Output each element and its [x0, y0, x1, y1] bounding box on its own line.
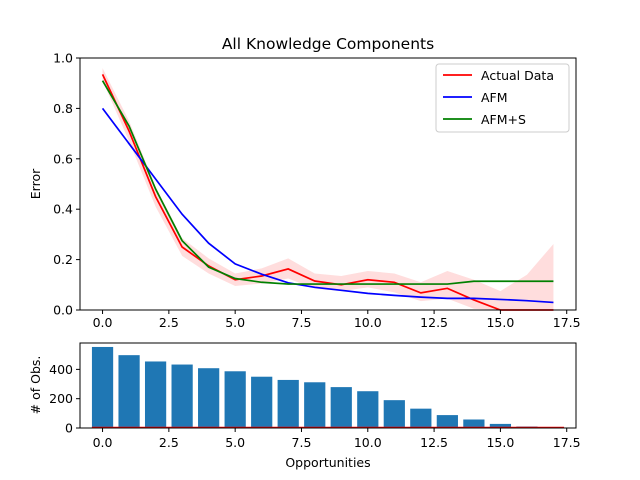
- y-axis-ticks: 0.0 0.2 0.4 0.6 0.8 1.0: [53, 51, 80, 318]
- y-tick-label: 0: [65, 421, 73, 436]
- x-tick-label: 17.5: [553, 435, 581, 450]
- chart-title: All Knowledge Components: [222, 35, 434, 53]
- bar-opportunity-0: [91, 346, 114, 428]
- bar-opportunity-9: [330, 387, 352, 428]
- x-tick-label: 12.5: [420, 435, 448, 450]
- bar-opportunity-5: [224, 371, 246, 428]
- series-line-afm-s: [101, 80, 554, 285]
- legend-label-actual-data: Actual Data: [481, 68, 554, 83]
- y-tick-label: 0.0: [53, 303, 73, 318]
- bar-opportunity-11: [383, 400, 405, 428]
- y-tick-label: 1.0: [53, 51, 73, 66]
- bar-opportunity-10: [357, 391, 379, 428]
- x-tick-label: 17.5: [553, 315, 581, 330]
- bar-opportunity-15: [489, 423, 512, 428]
- bar-opportunity-7: [277, 379, 299, 428]
- x-tick-label: 10.0: [354, 315, 382, 330]
- x-tick-label: 7.5: [292, 435, 312, 450]
- y-tick-label: 0.6: [53, 151, 73, 166]
- bottom-x-axis-ticks: 0.0 2.5 5.0 7.5 10.0 12.5 15.0 17.5: [93, 428, 581, 450]
- bar-opportunity-12: [410, 408, 432, 428]
- bar-opportunity-14: [463, 419, 485, 428]
- legend: Actual Data AFM AFM+S: [435, 63, 570, 133]
- series-line-actual-data: [101, 74, 554, 311]
- y-tick-label: 0.4: [53, 202, 73, 217]
- error-curve-panel: All Knowledge Components Error 0.0 2.5 5.0…: [28, 35, 581, 330]
- x-tick-label: 10.0: [354, 435, 382, 450]
- y-axis-label: Error: [28, 168, 43, 199]
- bottom-y-axis-ticks: 0 200 400: [49, 362, 80, 436]
- x-tick-label: 2.5: [159, 315, 179, 330]
- x-tick-label: 5.0: [225, 315, 245, 330]
- plot-frame: [79, 57, 577, 311]
- bar-opportunity-13: [436, 415, 458, 428]
- x-axis-label: Opportunities: [285, 455, 370, 470]
- y-tick-label: 0.2: [53, 252, 73, 267]
- observations-panel: # of Obs. Opportunities 0.0 2.5 5.0 7.5 10.0…: [28, 342, 581, 470]
- legend-label-afm: AFM: [481, 90, 508, 105]
- bar-opportunity-4: [198, 368, 220, 428]
- x-tick-label: 0.0: [93, 315, 113, 330]
- bar-opportunity-8: [304, 382, 326, 428]
- bottom-plot-frame: [79, 342, 577, 429]
- bottom-y-axis-label: # of Obs.: [28, 356, 43, 415]
- x-tick-label: 15.0: [486, 435, 514, 450]
- x-tick-label: 0.0: [93, 435, 113, 450]
- x-tick-label: 2.5: [159, 435, 179, 450]
- y-tick-label: 400: [49, 362, 73, 377]
- x-tick-label: 5.0: [225, 435, 245, 450]
- x-axis-ticks: 0.0 2.5 5.0 7.5 10.0 12.5 15.0 17.5: [93, 310, 581, 330]
- bar-opportunity-6: [251, 376, 273, 428]
- y-tick-label: 200: [49, 391, 73, 406]
- legend-label-afm-s: AFM+S: [481, 112, 526, 127]
- bar-opportunity-1: [118, 355, 140, 428]
- series-lines: [101, 74, 554, 311]
- x-tick-label: 15.0: [486, 315, 514, 330]
- series-line-afm: [101, 107, 554, 304]
- x-tick-label: 7.5: [292, 315, 312, 330]
- legend-box: [435, 63, 570, 133]
- bar-opportunity-2: [144, 361, 167, 428]
- y-tick-label: 0.8: [53, 101, 73, 116]
- x-tick-label: 12.5: [420, 315, 448, 330]
- bar-opportunity-3: [171, 364, 193, 428]
